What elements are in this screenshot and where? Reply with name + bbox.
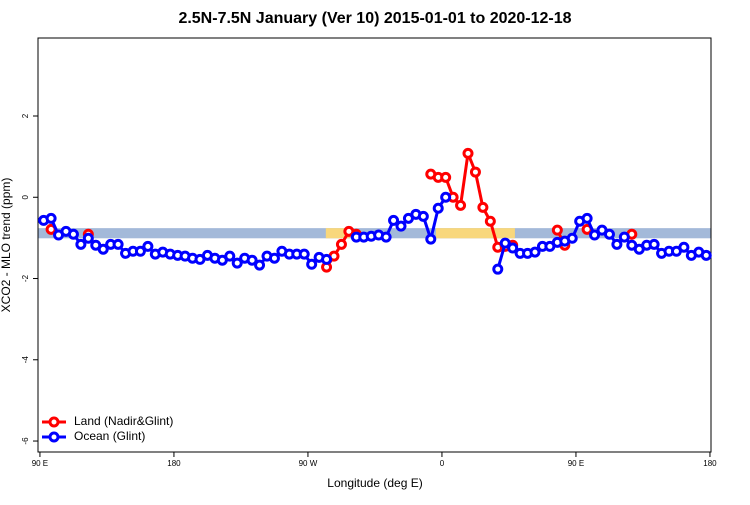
y-tick-label: -4: [21, 356, 30, 364]
data-point: [75, 238, 87, 250]
data-point: [224, 250, 236, 262]
data-point: [254, 259, 266, 271]
data-point: [499, 237, 511, 249]
data-point: [566, 232, 578, 244]
data-point: [82, 232, 94, 244]
x-tick-label: 90 E: [32, 459, 48, 468]
data-point: [484, 215, 496, 227]
data-point: [395, 220, 407, 232]
legend-marker: [48, 431, 60, 443]
data-point: [648, 238, 660, 250]
y-tick-label: -2: [21, 274, 30, 282]
data-point: [246, 254, 258, 266]
data-point: [45, 212, 57, 224]
data-point: [469, 166, 481, 178]
land-band: [435, 228, 515, 239]
data-point: [268, 252, 280, 264]
data-point: [425, 233, 437, 245]
data-point: [306, 258, 318, 270]
data-point: [455, 199, 467, 211]
y-axis-label: XCO2 - MLO trend (ppm): [0, 178, 13, 313]
y-tick-label: -6: [21, 437, 30, 445]
data-point: [462, 147, 474, 159]
data-point: [112, 238, 124, 250]
data-point: [388, 214, 400, 226]
data-point: [440, 171, 452, 183]
data-point: [581, 212, 593, 224]
x-tick-label: 90 E: [568, 459, 584, 468]
data-point: [432, 202, 444, 214]
data-point: [142, 240, 154, 252]
data-point: [321, 253, 333, 265]
x-tick-label: 180: [703, 459, 717, 468]
land-band: [325, 228, 350, 239]
data-point: [335, 238, 347, 250]
plot-frame: [37, 37, 712, 453]
data-point: [231, 257, 243, 269]
legend-label: Land (Nadir&Glint): [74, 414, 173, 428]
data-point: [678, 241, 690, 253]
data-point: [618, 231, 630, 243]
y-tick-label: 2: [21, 113, 30, 118]
data-point: [492, 263, 504, 275]
data-point: [551, 224, 563, 236]
x-tick-label: 0: [440, 459, 445, 468]
data-point: [507, 242, 519, 254]
data-point: [700, 249, 712, 261]
data-point: [603, 228, 615, 240]
data-point: [611, 238, 623, 250]
y-tick-label: 0: [21, 194, 30, 199]
data-point: [589, 229, 601, 241]
data-point: [417, 210, 429, 222]
chart-title: 2.5N-7.5N January (Ver 10) 2015-01-01 to…: [178, 10, 571, 27]
x-axis-label: Longitude (deg E): [327, 476, 422, 490]
x-tick-label: 180: [167, 459, 181, 468]
legend-marker: [48, 416, 60, 428]
data-point: [440, 191, 452, 203]
data-point: [67, 228, 79, 240]
legend-label: Ocean (Glint): [74, 429, 145, 443]
x-tick-label: 90 W: [299, 459, 318, 468]
data-point: [477, 201, 489, 213]
data-point: [529, 246, 541, 258]
data-point: [380, 231, 392, 243]
data-point: [97, 243, 109, 255]
data-point: [298, 248, 310, 260]
data-point: [134, 245, 146, 257]
